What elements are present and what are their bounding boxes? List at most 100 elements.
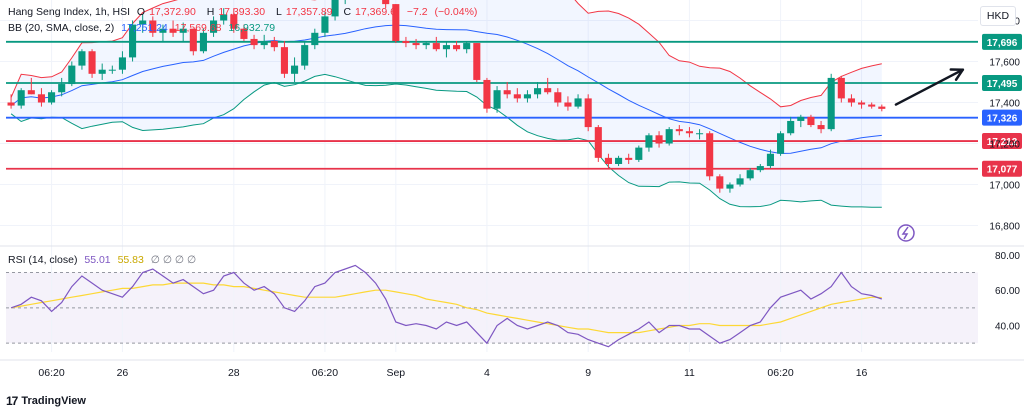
candle-body — [129, 24, 137, 58]
candle-body — [797, 116, 805, 121]
main-legend: Hang Seng Index, 1h, HSI O 17,372.90 H 17,… — [8, 6, 481, 18]
candle-body — [625, 157, 633, 160]
brand-name: TradingView — [21, 395, 86, 407]
price-level-label: 17,326 — [987, 114, 1018, 125]
candle-body — [311, 32, 319, 46]
candle-body — [220, 14, 228, 21]
x-tick-label: Sep — [386, 367, 405, 379]
candle-body — [48, 92, 56, 103]
candle-body — [240, 28, 248, 39]
candle-body — [493, 90, 501, 109]
candle-body — [584, 98, 592, 128]
candle-body — [179, 28, 187, 33]
trend-arrow-head — [949, 68, 965, 81]
rsi-value: 55.01 — [84, 254, 111, 266]
candle-body — [807, 116, 815, 126]
rsi-ma-line — [11, 282, 882, 334]
price-level-label: 17,495 — [987, 79, 1018, 90]
candle-body — [523, 94, 531, 99]
rsi-ma-value: 55.83 — [117, 254, 144, 266]
currency-button[interactable]: HKD — [980, 6, 1016, 26]
candle-body — [473, 43, 481, 80]
candle-body — [17, 90, 25, 106]
candles — [7, 0, 886, 193]
bb-legend: BB (20, SMA, close, 2) 17,251.24 17,569.… — [8, 22, 279, 34]
tradingview-logo-icon: 17 — [6, 394, 18, 408]
candle-body — [858, 102, 866, 105]
candle-body — [766, 153, 774, 167]
candle-body — [706, 133, 714, 177]
candle-body — [483, 79, 491, 109]
x-tick-label: 16 — [856, 367, 868, 379]
candle-body — [199, 32, 207, 52]
candle-body — [503, 90, 511, 95]
rsi-tick-label: 60.00 — [995, 286, 1020, 297]
candle-body — [574, 98, 582, 107]
candle-body — [827, 77, 835, 130]
candle-body — [432, 43, 440, 50]
low-value: L 17,357.89 — [275, 6, 333, 18]
candle-body — [159, 28, 167, 33]
candle-body — [260, 41, 268, 46]
candle-body — [27, 90, 35, 95]
candle-body — [68, 65, 76, 85]
open-value: O 17,372.90 — [136, 6, 196, 18]
change-percent: (−0.04%) — [434, 6, 478, 18]
candle-body — [604, 157, 612, 164]
candle-body — [787, 120, 795, 134]
y-tick-label: 17,200 — [989, 140, 1020, 151]
price-level-tag — [982, 33, 1022, 50]
candle-body — [685, 131, 693, 134]
candle-body — [746, 170, 754, 179]
candle-body — [98, 69, 106, 74]
price-level-tag — [982, 133, 1022, 150]
candle-body — [544, 88, 552, 93]
lightning-icon[interactable] — [897, 224, 915, 242]
candle-body — [817, 125, 825, 130]
candle-body — [645, 135, 653, 148]
candle-body — [392, 4, 400, 42]
time-axis: 06:20 26 28 06:20 Sep 4 9 11 06:20 16 — [0, 359, 1024, 379]
rsi-axis: 40.00 60.00 80.00 — [995, 251, 1020, 333]
candle-body — [270, 41, 278, 48]
bb-fill — [11, 0, 882, 208]
candle-body — [108, 69, 116, 71]
x-tick-label: 4 — [484, 367, 490, 379]
candle-body — [837, 77, 845, 99]
candle-body — [382, 0, 390, 5]
y-tick-label: 17,600 — [989, 58, 1020, 69]
rsi-legend: RSI (14, close) 55.01 55.83 ∅ ∅ ∅ ∅ — [8, 254, 200, 266]
candle-body — [655, 135, 663, 144]
price-levels: 17,696 17,495 17,326 17,212 17,077 — [6, 33, 1022, 177]
candle-body — [756, 166, 764, 171]
change-value: −7.2 — [406, 6, 428, 18]
candle-body — [716, 176, 724, 189]
candle-body — [777, 133, 785, 154]
candle-body — [210, 20, 218, 33]
bb-title: BB (20, SMA, close, 2) — [8, 22, 115, 34]
candle-body — [321, 16, 329, 33]
candle-body — [422, 43, 430, 46]
candle-body — [402, 41, 410, 44]
y-tick-label: 17,400 — [989, 99, 1020, 110]
candle-body — [736, 178, 744, 185]
close-value: C 17,369.6 — [343, 6, 396, 18]
candle-body — [696, 133, 704, 135]
bb-upper-value: 17,569.68 — [174, 22, 222, 34]
candle-body — [139, 20, 147, 25]
price-level-tag — [982, 160, 1022, 177]
bb-upper-line — [10, 0, 882, 108]
candle-body — [280, 47, 288, 74]
y-tick-label: 16,800 — [989, 222, 1020, 233]
x-tick-label: 26 — [117, 367, 129, 379]
candle-body — [878, 106, 886, 109]
candle-body — [7, 102, 15, 106]
candle-body — [230, 14, 238, 29]
candle-body — [463, 43, 471, 50]
tradingview-logo[interactable]: 17 TradingView — [6, 394, 86, 408]
candle-body — [412, 43, 420, 46]
candle-body — [37, 94, 45, 103]
price-level-tag — [982, 109, 1022, 126]
candle-body — [665, 129, 673, 144]
